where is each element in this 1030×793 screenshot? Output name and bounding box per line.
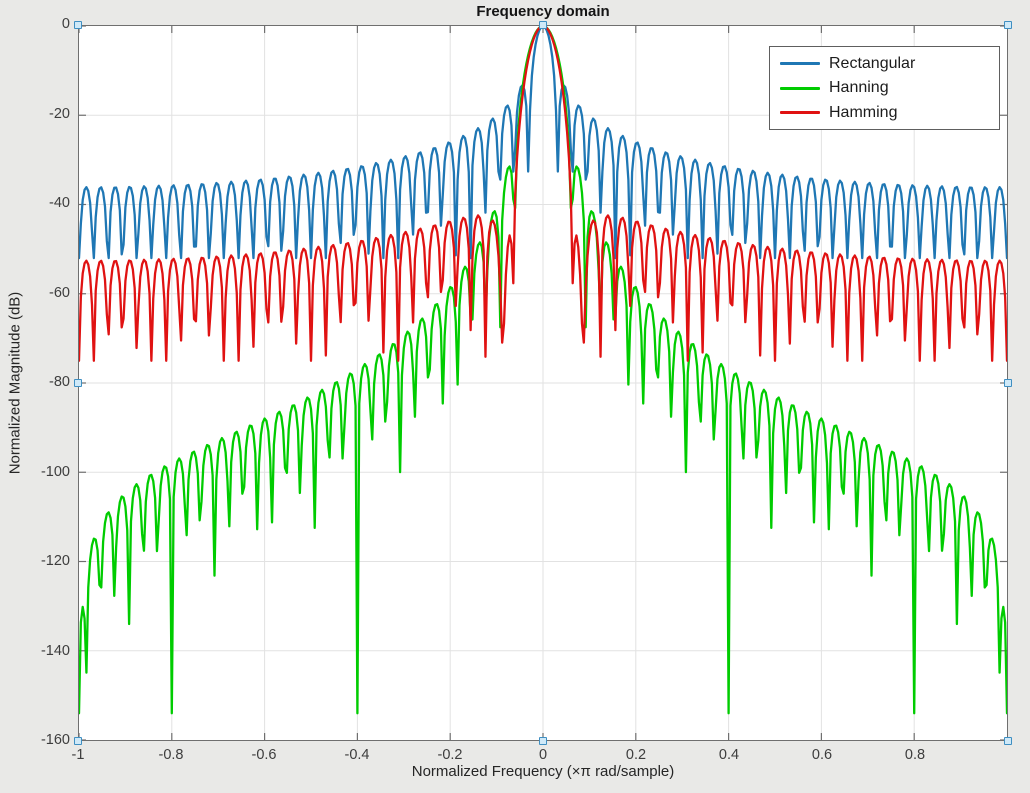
y-tick-label: -100 (40, 463, 70, 480)
x-tick-label: -0.2 (437, 747, 463, 763)
x-tick-label: 0.2 (625, 747, 647, 763)
legend-entry-hanning[interactable]: Hanning (770, 80, 999, 96)
x-tick-label: 0 (538, 747, 548, 763)
plot-canvas (79, 26, 1007, 740)
selection-handle-nw[interactable] (74, 21, 82, 29)
legend-label-hanning: Hanning (829, 79, 889, 96)
legend-label-rectangular: Rectangular (829, 54, 916, 72)
y-tick-label: -60 (49, 284, 70, 301)
y-tick-label: 0 (61, 16, 70, 32)
hanning-curve[interactable] (79, 26, 1007, 715)
selection-handle-s[interactable] (539, 737, 547, 745)
legend-entry-rectangular[interactable]: Rectangular (770, 54, 999, 72)
selection-handle-w[interactable] (74, 379, 82, 387)
legend-entry-hamming[interactable]: Hamming (770, 103, 999, 121)
x-tick-label: 0.4 (718, 747, 740, 763)
x-axis-label: Normalized Frequency (×π rad/sample) (411, 763, 675, 780)
legend-line-sample-hanning (780, 86, 820, 90)
chart-title: Frequency domain (476, 3, 610, 20)
x-tick-label: -0.6 (251, 747, 277, 763)
legend-label-hamming: Hamming (829, 103, 898, 121)
x-tick-label: -0.4 (344, 747, 370, 763)
x-tick-label: -0.8 (158, 747, 184, 763)
legend-line-sample-hamming (780, 111, 820, 114)
selection-handle-ne[interactable] (1004, 21, 1012, 29)
selection-handle-sw[interactable] (74, 737, 82, 745)
x-tick-label: 0.6 (811, 747, 833, 763)
rectangular-curve[interactable] (79, 26, 1007, 260)
plot-area[interactable] (78, 25, 1008, 741)
y-tick-label: -40 (49, 195, 70, 211)
legend-line-sample-rectangular (780, 62, 820, 65)
y-tick-label: -140 (40, 642, 70, 659)
y-tick-label: -20 (49, 105, 70, 122)
x-tick-label: -1 (71, 747, 85, 763)
y-tick-label: -160 (40, 732, 70, 748)
y-tick-label: -80 (49, 374, 70, 390)
x-tick-label: 0.8 (904, 747, 926, 763)
selection-handle-n[interactable] (539, 21, 547, 29)
selection-handle-se[interactable] (1004, 737, 1012, 745)
y-tick-label: -120 (40, 553, 70, 569)
hamming-curve[interactable] (79, 26, 1007, 362)
legend[interactable]: Rectangular Hanning Hamming (769, 46, 1000, 130)
selection-handle-e[interactable] (1004, 379, 1012, 387)
